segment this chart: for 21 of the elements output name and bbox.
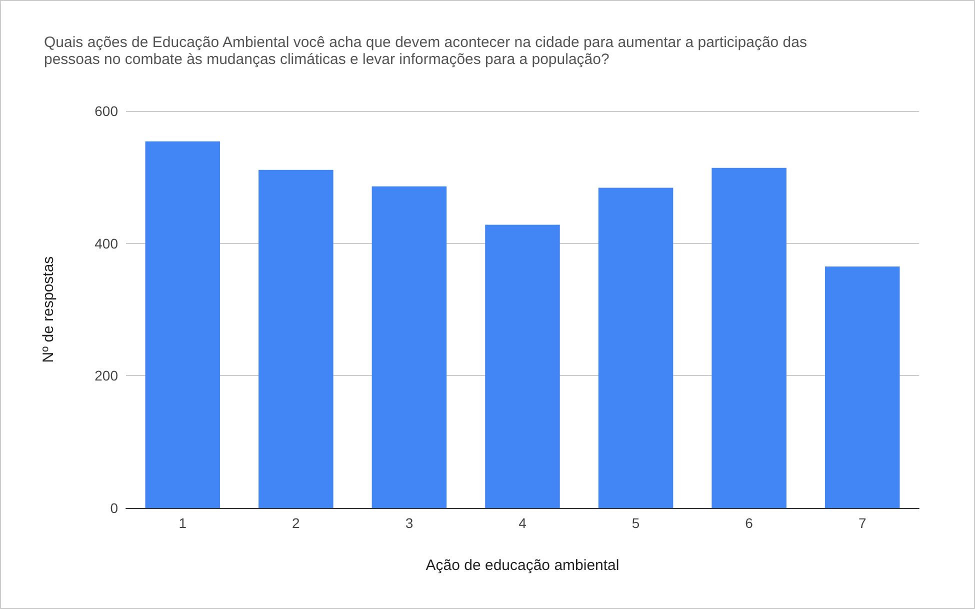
x-tick-label: 2: [292, 515, 300, 531]
x-tick-label: 1: [178, 515, 187, 531]
x-tick-label: 3: [405, 515, 414, 531]
bar: [824, 266, 900, 508]
y-tick-label: 400: [94, 235, 118, 252]
x-tick-label: 5: [632, 515, 640, 531]
x-tick-label: 6: [745, 515, 754, 531]
x-axis-title: Ação de educação ambiental: [426, 557, 620, 574]
x-tick-label: 4: [518, 515, 527, 531]
chart-title: Quais ações de Educação Ambiental você acha que devem acontecer na cidade para aumentar a participação das pessoas no combate às mudanças climáticas e levar informações para a população?: [44, 34, 812, 68]
bar: [598, 188, 674, 508]
y-axis-title: Nº de respostas: [40, 256, 57, 363]
y-tick-label: 600: [94, 103, 118, 119]
bar: [485, 224, 560, 508]
y-tick-label: 200: [94, 368, 118, 384]
y-tick-label: 0: [110, 500, 118, 516]
bar: [712, 168, 786, 508]
x-tick-label: 7: [858, 515, 866, 531]
bar: [258, 170, 334, 508]
bar: [145, 141, 220, 508]
bar: [372, 186, 447, 508]
